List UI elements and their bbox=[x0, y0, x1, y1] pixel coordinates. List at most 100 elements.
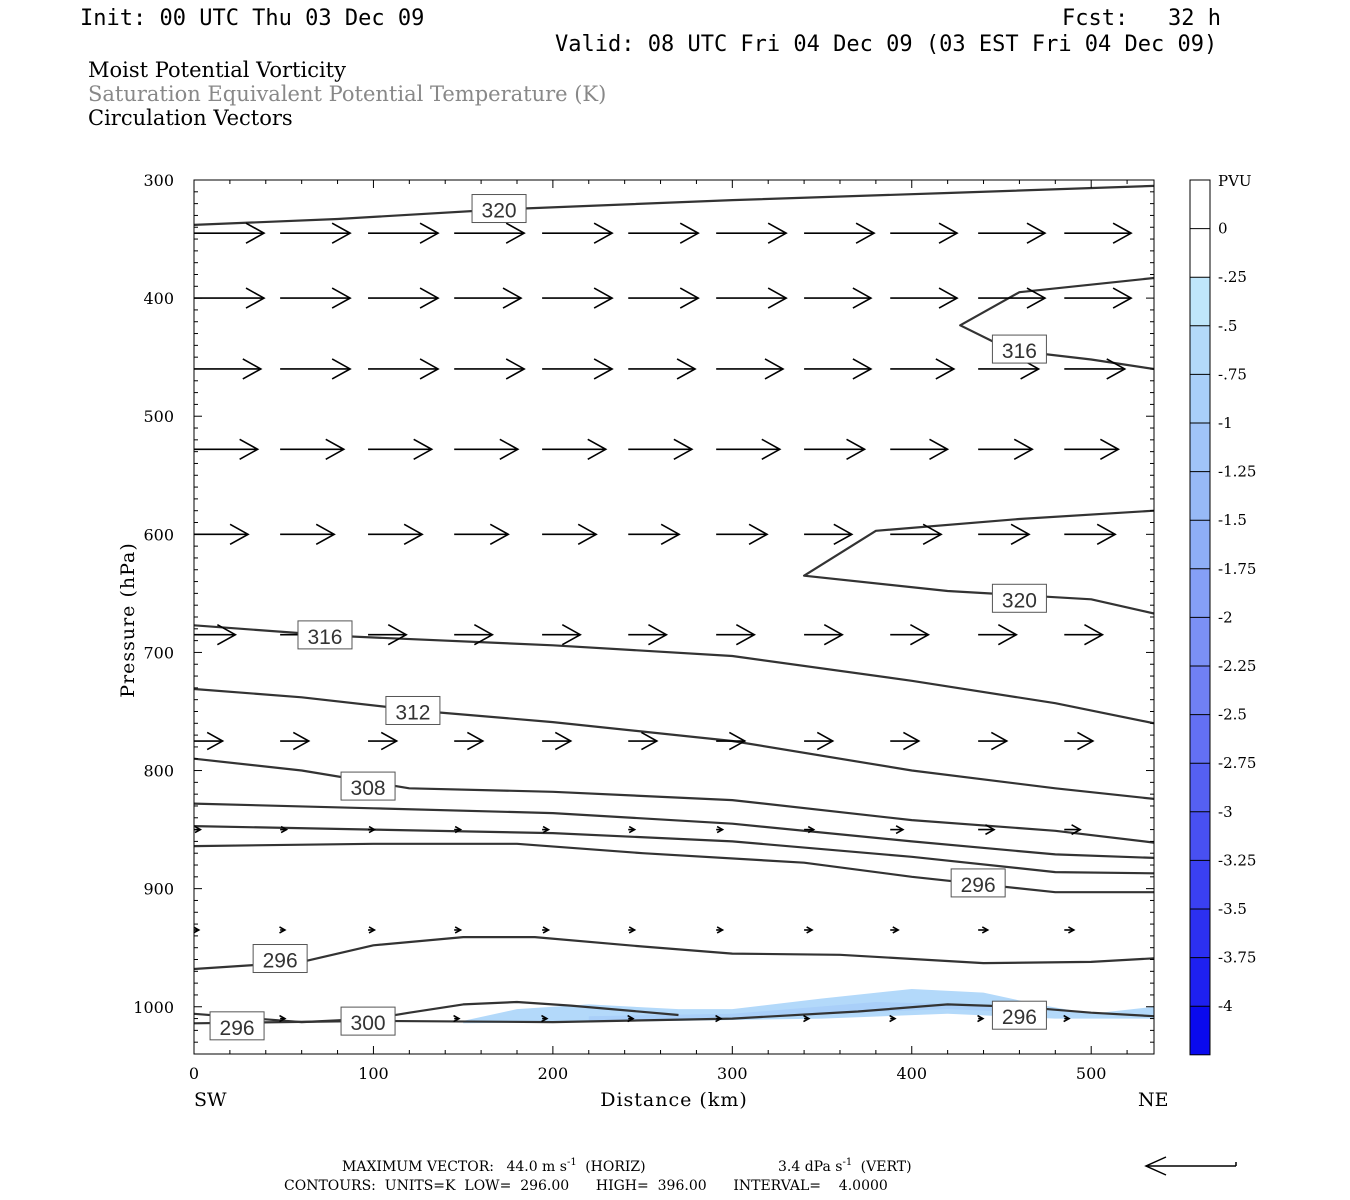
vector-2-8 bbox=[890, 358, 956, 380]
svg-text:300: 300 bbox=[351, 1012, 386, 1035]
vector-8-3 bbox=[454, 926, 463, 934]
contour-label-4: 312 bbox=[385, 695, 441, 725]
colorbar-swatch-0 bbox=[1190, 180, 1210, 229]
colorbar-swatch-7 bbox=[1190, 520, 1210, 569]
vector-7-9 bbox=[978, 824, 996, 836]
colorbar-swatch-5 bbox=[1190, 423, 1210, 472]
vector-0-8 bbox=[890, 222, 959, 244]
vector-5-9 bbox=[978, 624, 1018, 646]
vector-3-7 bbox=[804, 438, 867, 460]
vector-1-9 bbox=[978, 287, 1047, 309]
vector-5-0 bbox=[194, 624, 238, 646]
vector-4-0 bbox=[194, 523, 250, 546]
colorbar-swatch-12 bbox=[1190, 763, 1210, 812]
forecast-hour: Fcst: 32 h bbox=[1062, 6, 1221, 31]
svg-text:308: 308 bbox=[351, 777, 386, 800]
colorbar-swatch-8 bbox=[1190, 568, 1210, 618]
max-horiz-value: 44.0 m s bbox=[506, 1159, 567, 1175]
max-vert-exp: -1 bbox=[842, 1157, 852, 1168]
colorbar-label-15: -3.75 bbox=[1218, 949, 1256, 967]
vector-3-0 bbox=[194, 438, 260, 460]
vector-7-2 bbox=[368, 825, 377, 834]
field-title-vectors: Circulation Vectors bbox=[88, 106, 293, 130]
y-tick-label-5: 800 bbox=[143, 762, 174, 781]
max-vert-tag: (VERT) bbox=[861, 1159, 912, 1175]
vector-4-1 bbox=[280, 523, 336, 546]
vector-4-3 bbox=[454, 523, 510, 546]
vector-3-2 bbox=[368, 438, 434, 460]
colorbar-label-12: -3 bbox=[1218, 803, 1233, 821]
colorbar-swatch-14 bbox=[1190, 860, 1210, 909]
y-axis: 300 400 500 600 700 800 900 1000 bbox=[133, 171, 1154, 1043]
y-tick-label-0: 300 bbox=[143, 171, 174, 190]
vector-0-9 bbox=[978, 222, 1047, 244]
vector-9-2 bbox=[453, 1014, 461, 1023]
contour-label-1: 316 bbox=[991, 334, 1047, 364]
vector-0-6 bbox=[716, 222, 788, 244]
circulation-vectors bbox=[194, 222, 1133, 1023]
vector-7-3 bbox=[454, 825, 463, 834]
y-tick-label-7: 1000 bbox=[133, 998, 174, 1017]
vector-2-4 bbox=[542, 358, 614, 380]
vector-0-2 bbox=[368, 222, 440, 244]
vector-3-1 bbox=[280, 438, 346, 460]
vector-0-7 bbox=[804, 222, 876, 244]
vector-1-1 bbox=[280, 287, 352, 309]
vector-6-2 bbox=[368, 731, 399, 751]
sw-endpoint: SW bbox=[194, 1089, 227, 1111]
svg-text:296: 296 bbox=[961, 874, 996, 897]
vector-6-7 bbox=[804, 731, 835, 751]
init-time: Init: 00 UTC Thu 03 Dec 09 bbox=[80, 6, 424, 31]
x-axis: 0 100 200 300 400 500 bbox=[189, 180, 1128, 1083]
y-tick-label-1: 400 bbox=[143, 289, 174, 308]
y-axis-title: Pressure (hPa) bbox=[117, 542, 139, 698]
colorbar-swatch-15 bbox=[1190, 909, 1210, 958]
vector-3-10 bbox=[1064, 438, 1121, 460]
vector-7-7 bbox=[804, 825, 816, 834]
pv-region-0 bbox=[463, 989, 1154, 1024]
colorbar-label-9: -2.25 bbox=[1218, 657, 1256, 675]
vector-5-5 bbox=[628, 624, 669, 646]
colorbar-swatch-6 bbox=[1190, 471, 1210, 521]
vector-6-0 bbox=[194, 731, 225, 751]
valid-time: Valid: 08 UTC Fri 04 Dec 09 (03 EST Fri … bbox=[555, 32, 1217, 57]
vector-1-6 bbox=[716, 287, 788, 309]
vector-4-5 bbox=[628, 523, 681, 546]
colorbar-label-13: -3.25 bbox=[1218, 851, 1256, 869]
colorbar-swatch-10 bbox=[1190, 666, 1210, 715]
contour-308-5 bbox=[194, 757, 1154, 844]
vector-6-5 bbox=[628, 731, 659, 751]
vector-0-10 bbox=[1064, 222, 1133, 244]
vector-3-9 bbox=[978, 438, 1034, 460]
colorbar-label-0: 0 bbox=[1218, 220, 1228, 238]
colorbar-label-14: -3.5 bbox=[1218, 900, 1247, 918]
vector-6-8 bbox=[890, 731, 921, 751]
vector-5-10 bbox=[1064, 624, 1105, 646]
vector-2-0 bbox=[194, 358, 263, 380]
vector-8-9 bbox=[978, 926, 990, 934]
y-tick-label-4: 700 bbox=[143, 643, 174, 662]
colorbar-unit: PVU bbox=[1218, 172, 1252, 190]
vector-1-3 bbox=[454, 287, 523, 309]
contour-labels: 320 316 320 316 312 308 296 296 296 300 296 bbox=[209, 194, 1047, 1041]
vector-1-8 bbox=[890, 287, 959, 309]
plot-frame bbox=[193, 179, 1155, 1055]
svg-text:320: 320 bbox=[482, 200, 517, 223]
vector-9-9 bbox=[1063, 1014, 1071, 1023]
svg-text:312: 312 bbox=[395, 701, 430, 724]
max-horiz-tag: (HORIZ) bbox=[585, 1159, 645, 1175]
vector-5-2 bbox=[368, 624, 408, 646]
contour-label-8: 296 bbox=[209, 1011, 265, 1041]
vector-1-5 bbox=[628, 287, 700, 309]
vector-5-3 bbox=[454, 624, 495, 646]
vector-3-3 bbox=[454, 438, 520, 460]
x-tick-label-4: 400 bbox=[896, 1064, 927, 1083]
vector-2-3 bbox=[454, 358, 526, 380]
colorbar-swatch-4 bbox=[1190, 374, 1210, 423]
vector-1-0 bbox=[194, 287, 266, 309]
vector-2-2 bbox=[368, 358, 440, 380]
colorbar-swatch-13 bbox=[1190, 811, 1210, 861]
vector-7-1 bbox=[280, 825, 289, 834]
vector-0-5 bbox=[628, 222, 700, 244]
